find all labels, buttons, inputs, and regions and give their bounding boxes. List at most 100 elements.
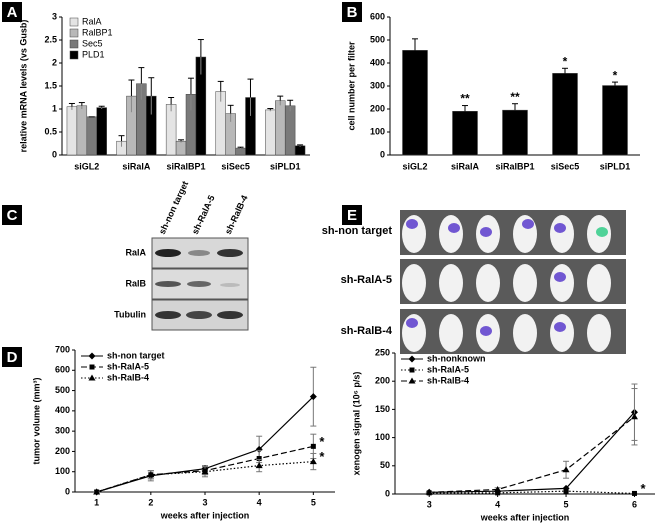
marker — [562, 466, 570, 473]
marker — [310, 443, 316, 449]
y-tick-label: 700 — [55, 344, 70, 354]
y-tick-label: 1 — [52, 103, 57, 113]
bar — [86, 116, 97, 156]
y-axis-label: xenogen signal (10⁶ p/s) — [351, 372, 361, 476]
y-tick-label: 100 — [55, 466, 70, 476]
row-label: RalB — [125, 278, 146, 288]
panel-letter: D — [7, 349, 18, 366]
legend-label: Sec5 — [82, 38, 103, 48]
signal — [406, 219, 418, 229]
panel-letter: E — [347, 207, 357, 224]
x-tick-label: 1 — [94, 497, 99, 507]
row-label: RalA — [125, 247, 146, 257]
y-tick-label: 500 — [55, 385, 70, 395]
letter-box — [2, 205, 22, 225]
y-tick-label: 2 — [52, 57, 57, 67]
legend-label: sh-non target — [107, 350, 165, 360]
x-tick-label: 4 — [257, 497, 262, 507]
x-tick-label: 5 — [564, 499, 569, 509]
x-tick-label: 6 — [632, 499, 637, 509]
annotation: * — [613, 68, 618, 82]
mouse — [587, 264, 611, 302]
bar — [265, 109, 276, 156]
signal — [554, 322, 566, 332]
signal — [554, 272, 566, 282]
y-tick-label: 0 — [65, 486, 70, 496]
y-tick-label: 400 — [55, 405, 70, 415]
y-tick-label: 100 — [370, 126, 385, 136]
y-tick-label: 1.5 — [44, 80, 57, 90]
signal — [480, 227, 492, 237]
bar — [275, 100, 286, 156]
marker — [255, 462, 263, 469]
mouse — [439, 314, 463, 352]
mouse — [550, 264, 574, 302]
y-tick-label: 200 — [370, 103, 385, 113]
x-tick-label: siRalBP1 — [495, 161, 534, 171]
y-tick-label: 500 — [370, 34, 385, 44]
band — [155, 311, 181, 319]
bar — [165, 104, 177, 156]
bar — [284, 105, 296, 156]
mouse — [550, 314, 574, 352]
x-tick-label: siGL2 — [402, 161, 427, 171]
y-axis-label: relative mRNA levels (vs Gusb) — [18, 20, 28, 153]
y-tick-label: 600 — [370, 11, 385, 21]
y-tick-label: 0 — [52, 149, 57, 159]
bar — [96, 107, 107, 156]
legend-label: sh-nonknown — [427, 353, 486, 363]
x-tick-label: 5 — [311, 497, 316, 507]
y-tick-label: 300 — [370, 80, 385, 90]
x-axis-label: weeks after injection — [480, 512, 570, 522]
annotation: * — [319, 449, 325, 464]
marker — [494, 485, 502, 492]
marker — [93, 488, 101, 495]
y-tick-label: 300 — [55, 426, 70, 436]
legend-label: sh-RalB-4 — [427, 375, 469, 385]
marker — [147, 471, 155, 478]
legend-swatch — [69, 39, 79, 49]
line — [429, 490, 635, 495]
x-axis-label: weeks after injection — [160, 510, 250, 520]
x-tick-label: 3 — [202, 497, 207, 507]
x-tick-label: siPLD1 — [270, 161, 301, 171]
bar — [502, 109, 528, 156]
letter-box — [342, 2, 362, 22]
line — [429, 416, 635, 493]
bar — [235, 147, 246, 156]
letter-box — [2, 2, 22, 22]
imaging-label: sh-RalB-4 — [341, 325, 393, 337]
mouse — [439, 264, 463, 302]
annotation: ** — [510, 90, 520, 104]
marker — [563, 488, 569, 494]
marker — [255, 445, 263, 453]
lane-label: sh-RalB-4 — [223, 194, 250, 236]
legend-label: PLD1 — [82, 49, 105, 59]
bar — [452, 111, 478, 156]
marker — [631, 490, 637, 496]
signal — [480, 326, 492, 336]
marker — [256, 456, 262, 462]
y-tick-label: 100 — [375, 432, 390, 442]
mouse — [402, 264, 426, 302]
legend-marker — [89, 364, 95, 370]
y-tick-label: 3 — [52, 11, 57, 21]
line — [96, 396, 314, 493]
imaging: sh-non target sh-RalA-5 sh-RalB-4 — [322, 210, 626, 354]
legend-label: RalBP1 — [82, 27, 113, 37]
legend-label: sh-RalA-5 — [107, 361, 149, 371]
y-tick-label: 200 — [375, 376, 390, 386]
y-tick-label: 0 — [385, 488, 390, 498]
mouse — [513, 314, 537, 352]
legend-marker — [408, 377, 416, 384]
signal — [554, 223, 566, 233]
letter-box — [342, 205, 362, 225]
bar — [402, 50, 428, 156]
western-blot: sh-non target sh-RalA-5 sh-RalB-4 RalA R… — [114, 180, 250, 331]
row-label: Tubulin — [114, 309, 146, 319]
y-tick-label: 400 — [370, 57, 385, 67]
legend-marker — [409, 367, 415, 373]
y-tick-label: 0.5 — [44, 126, 57, 136]
y-axis-label: cell number per filter — [346, 41, 356, 131]
